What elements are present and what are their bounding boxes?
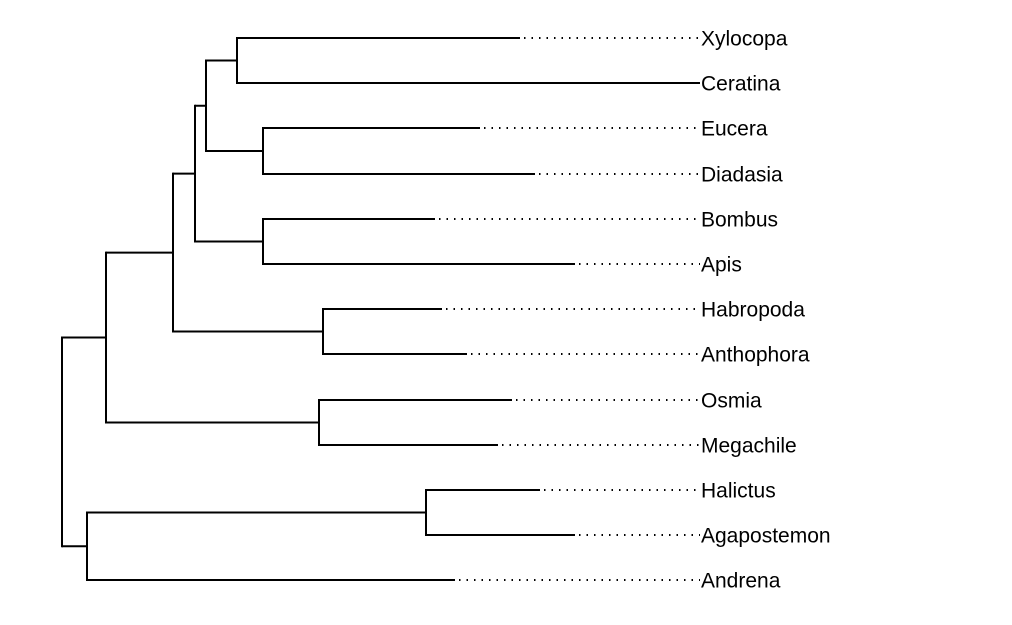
taxon-label: Xylocopa (701, 28, 788, 51)
taxon-label: Diadasia (701, 164, 783, 187)
taxon-label: Halictus (701, 480, 776, 503)
tree-branches (61, 37, 700, 581)
taxon-label: Osmia (701, 390, 762, 413)
taxon-label: Bombus (701, 209, 778, 232)
tip-leader-lines (439, 37, 700, 581)
tip-labels: Xylocopa Ceratina Eucera Diadasia Bombus Apis… (701, 28, 831, 593)
taxon-label: Habropoda (701, 299, 805, 322)
taxon-label: Eucera (701, 118, 768, 141)
taxon-label: Apis (701, 254, 742, 277)
taxon-label: Anthophora (701, 344, 810, 367)
taxon-label: Megachile (701, 435, 797, 458)
taxon-label: Andrena (701, 570, 781, 593)
taxon-label: Ceratina (701, 73, 781, 96)
taxon-label: Agapostemon (701, 525, 831, 548)
